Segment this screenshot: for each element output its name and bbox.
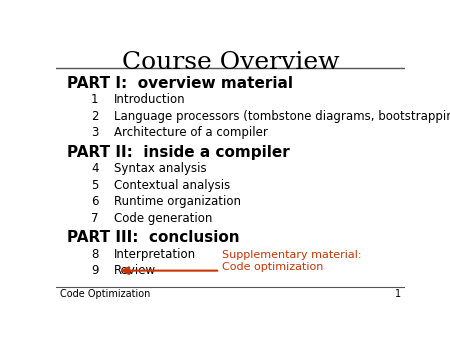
Text: Interpretation: Interpretation — [114, 248, 196, 261]
Text: 1: 1 — [396, 289, 401, 298]
Text: PART III:  conclusion: PART III: conclusion — [67, 230, 239, 245]
Text: 2: 2 — [91, 110, 99, 123]
Text: Supplementary material:
Code optimization: Supplementary material: Code optimizatio… — [222, 250, 361, 272]
Text: 3: 3 — [91, 126, 99, 139]
Text: Contextual analysis: Contextual analysis — [114, 179, 230, 192]
Text: 8: 8 — [91, 248, 99, 261]
Text: PART II:  inside a compiler: PART II: inside a compiler — [67, 145, 289, 160]
Text: Course Overview: Course Overview — [122, 51, 339, 74]
Text: Runtime organization: Runtime organization — [114, 195, 241, 208]
Text: Introduction: Introduction — [114, 93, 185, 106]
Text: Architecture of a compiler: Architecture of a compiler — [114, 126, 268, 139]
Text: 5: 5 — [91, 179, 99, 192]
Text: 6: 6 — [91, 195, 99, 208]
Text: Code generation: Code generation — [114, 212, 212, 224]
Text: Review: Review — [114, 264, 156, 277]
Text: Language processors (tombstone diagrams, bootstrapping): Language processors (tombstone diagrams,… — [114, 110, 450, 123]
Text: Code Optimization: Code Optimization — [60, 289, 150, 298]
Text: PART I:  overview material: PART I: overview material — [67, 76, 292, 91]
Text: 1: 1 — [91, 93, 99, 106]
Text: 7: 7 — [91, 212, 99, 224]
Text: 9: 9 — [91, 264, 99, 277]
Text: 4: 4 — [91, 162, 99, 175]
Text: Syntax analysis: Syntax analysis — [114, 162, 207, 175]
